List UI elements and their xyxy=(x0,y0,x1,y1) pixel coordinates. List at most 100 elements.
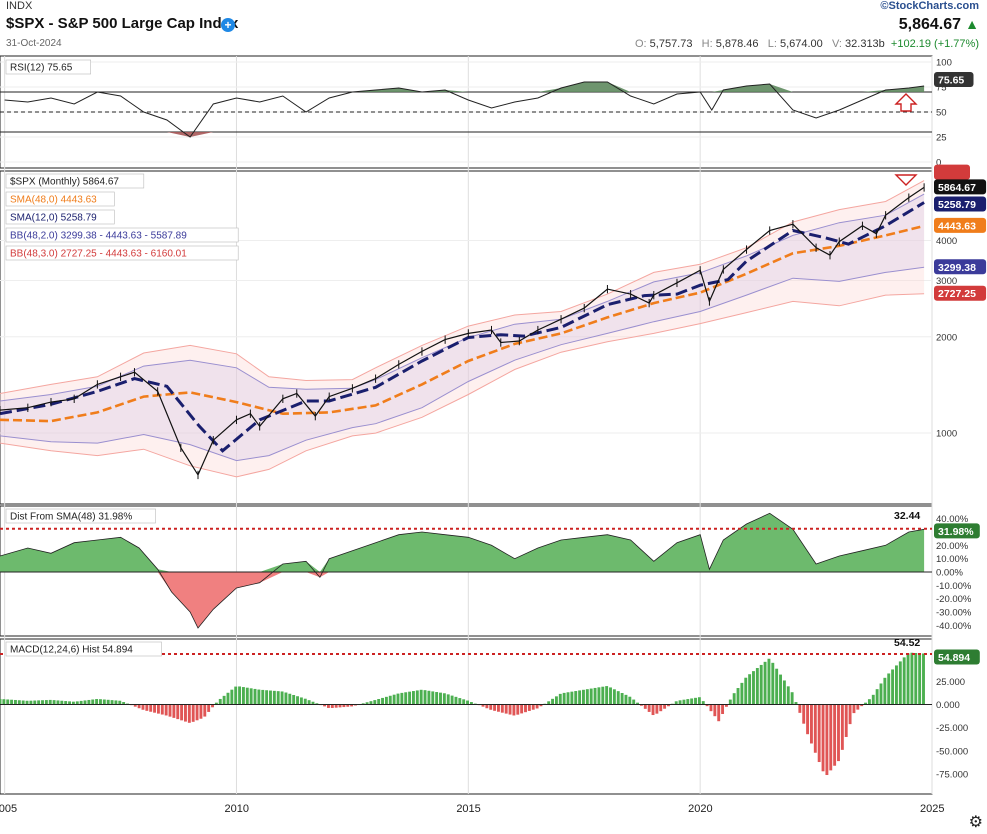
macd-hist-bar xyxy=(574,691,578,705)
macd-hist-bar xyxy=(10,699,14,705)
macd-hist-bar xyxy=(392,694,396,705)
bb2-value-tag-bg xyxy=(934,259,987,275)
macd-hist-bar xyxy=(361,703,365,705)
macd-hist-bar xyxy=(701,701,705,705)
x-tick-label: 2015 xyxy=(456,803,480,815)
dist-tick-label: 40.00% xyxy=(936,514,969,525)
macd-hist-bar xyxy=(798,704,802,713)
macd-hist-bar xyxy=(717,704,721,722)
macd-hist-bar xyxy=(895,665,898,705)
bb2-legend-box xyxy=(5,227,239,243)
price-tick-label: 1000 xyxy=(936,429,957,440)
open-label: O: xyxy=(634,38,647,50)
macd-hist-bar xyxy=(500,704,504,713)
macd-hist-bar xyxy=(218,698,222,705)
macd-hist-bar xyxy=(891,669,895,705)
macd-hist-bar xyxy=(566,692,570,705)
arrow-up-icon: ▲ xyxy=(965,16,979,32)
macd-hist-bar xyxy=(439,692,442,705)
sma12-value-tag-bg xyxy=(934,196,987,212)
macd-hist-bar xyxy=(272,690,276,705)
dist-tick-label: -10.00% xyxy=(936,581,972,592)
macd-hist-bar xyxy=(33,700,37,705)
macd-hist-bar xyxy=(740,682,744,705)
macd-hist-bar xyxy=(234,686,238,705)
macd-hist-bar xyxy=(489,704,493,710)
macd-hist-bar xyxy=(875,689,879,705)
macd-hist-bar xyxy=(2,699,6,705)
macd-hist-bar xyxy=(427,690,431,705)
macd-hist-bar xyxy=(736,688,740,705)
macd-tick-label: -25.000 xyxy=(936,723,968,734)
macd-hist-bar xyxy=(817,704,821,763)
bb3-upper-tag-bg xyxy=(934,164,970,180)
macd-hist-bar xyxy=(68,701,72,705)
dist-max-label: 32.44 xyxy=(894,510,920,522)
brand-logo[interactable]: ©StockCharts.com xyxy=(880,0,979,12)
macd-hist-bar xyxy=(721,704,725,714)
macd-hist-bar xyxy=(60,700,64,705)
low-value: 5,674.00 xyxy=(779,38,823,50)
bb3-legend: BB(48,3.0) 2727.25 - 4443.63 - 6160.01 xyxy=(10,249,187,260)
macd-hist-bar xyxy=(682,699,686,705)
macd-hist-bar xyxy=(431,691,435,705)
macd-hist-bar xyxy=(906,653,910,705)
macd-hist-bar xyxy=(91,699,95,705)
rsi-tick-label: 100 xyxy=(936,58,952,69)
gear-icon[interactable]: ⚙ xyxy=(968,814,983,831)
sma48-value-tag: 4443.63 xyxy=(938,220,976,232)
macd-hist-bar xyxy=(527,704,531,711)
dist-positive-fill xyxy=(0,513,925,572)
macd-hist-bar xyxy=(860,704,864,707)
macd-hist-bar xyxy=(755,668,759,705)
plus-circle-icon[interactable]: + xyxy=(221,18,235,32)
macd-hist-bar xyxy=(377,699,381,705)
macd-hist-bar xyxy=(454,696,458,705)
macd-hist-bar xyxy=(771,662,775,705)
x-tick-label: 2010 xyxy=(224,803,248,815)
macd-hist-bar xyxy=(918,653,922,705)
macd-hist-bar xyxy=(802,704,806,724)
macd-hist-bar xyxy=(245,687,249,705)
macd-hist-bar xyxy=(315,703,319,705)
x-tick-label: 2020 xyxy=(688,803,712,815)
macd-tick-label: 25.000 xyxy=(936,677,965,688)
macd-hist-bar xyxy=(867,699,871,705)
macd-hist-bar xyxy=(620,693,624,705)
rsi-legend: RSI(12) 75.65 xyxy=(10,63,73,74)
macd-hist-bar xyxy=(114,700,118,705)
macd-hist-bar xyxy=(384,696,388,705)
arrow-up-icon xyxy=(894,93,918,112)
macd-hist-bar xyxy=(83,700,87,705)
macd-hist-bar xyxy=(690,698,694,705)
macd-hist-bar xyxy=(616,691,620,705)
macd-hist-bar xyxy=(856,704,860,710)
macd-hist-bar xyxy=(837,704,840,762)
macd-hist-bar xyxy=(79,700,83,705)
macd-hist-bar xyxy=(864,702,867,705)
macd-hist-bar xyxy=(667,704,670,707)
macd-hist-bar xyxy=(516,704,520,715)
macd-hist-bar xyxy=(156,704,160,714)
macd-hist-bar xyxy=(373,700,377,705)
macd-hist-bar xyxy=(883,677,887,705)
macd-hist-bar xyxy=(601,686,605,705)
macd-legend-box xyxy=(5,641,162,657)
last-price: 5,864.67 xyxy=(898,16,961,33)
macd-hist-bar xyxy=(423,690,427,705)
macd-hist-bar xyxy=(6,699,10,705)
macd-hist-bar xyxy=(767,658,771,705)
macd-hist-bar xyxy=(782,680,786,705)
macd-hist-bar xyxy=(887,673,891,705)
macd-hist-bar xyxy=(172,704,176,718)
macd-hist-bar xyxy=(578,690,582,705)
dist-negative-fill xyxy=(0,572,925,628)
macd-hist-bar xyxy=(346,704,350,707)
macd-hist-bar xyxy=(296,696,299,705)
macd-hist-bar xyxy=(558,693,562,705)
macd-hist-bar xyxy=(570,691,574,705)
macd-hist-bar xyxy=(106,699,110,705)
macd-hist-bar xyxy=(724,704,728,707)
macd-hist-bar xyxy=(381,697,384,705)
